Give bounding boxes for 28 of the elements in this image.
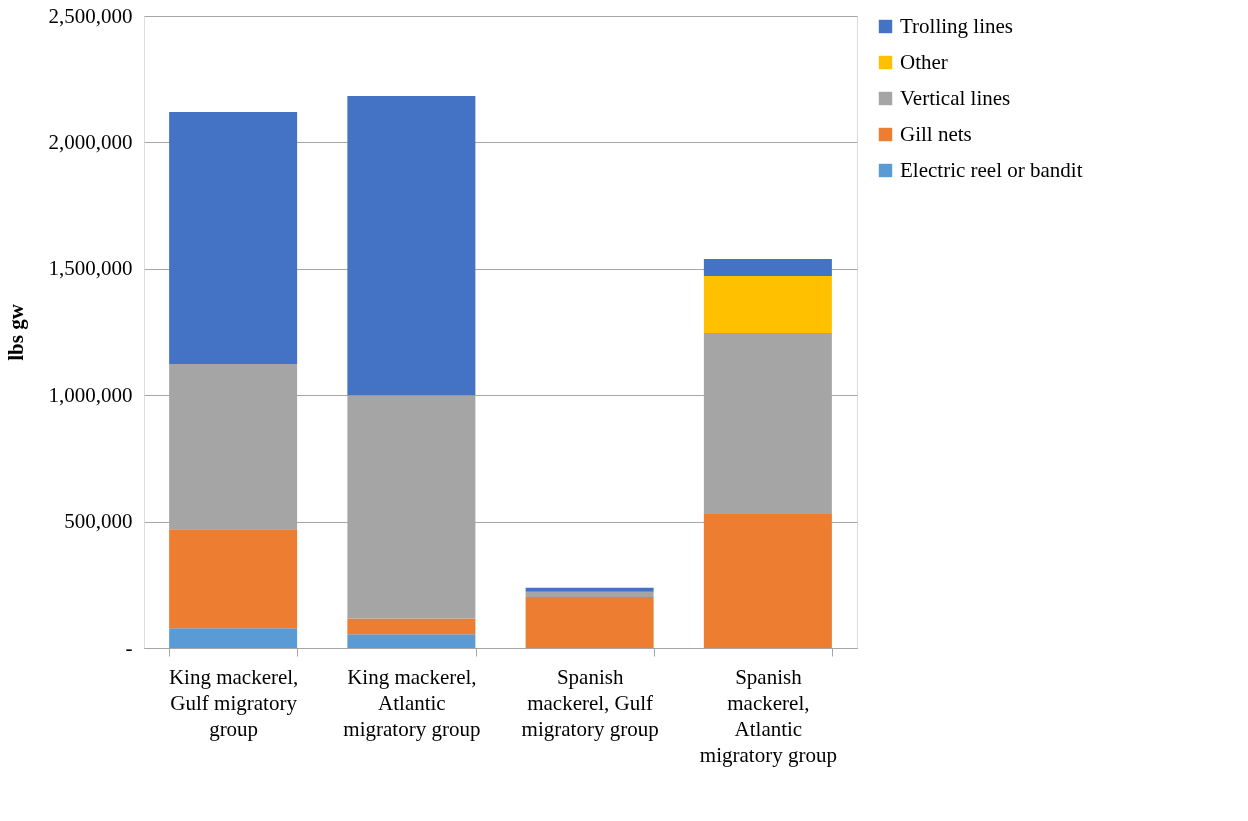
bar [703, 514, 832, 648]
x-tick-label: King mackerel, Atlantic migratory group [343, 664, 481, 741]
y-tick-label: - [125, 635, 133, 660]
bar [525, 591, 654, 597]
legend-label: Gill nets [900, 121, 972, 146]
y-tick-label: 2,500,000 [48, 3, 133, 28]
bar [347, 634, 476, 648]
bar [703, 258, 832, 276]
y-tick-label: 1,000,000 [48, 382, 133, 407]
bar [525, 596, 654, 648]
bar [703, 275, 832, 334]
bar [347, 95, 476, 396]
bar [169, 628, 298, 648]
y-tick-label: 1,500,000 [48, 256, 133, 281]
x-tick-label: King mackerel, Gulf migratory group [168, 664, 299, 741]
x-tick-label: Spanish mackerel, Atlantic migratory group [699, 664, 837, 767]
legend-label: Electric reel or bandit [900, 157, 1083, 182]
bar [347, 618, 476, 635]
legend-label: Other [900, 49, 948, 74]
x-tick-label: Spanish mackerel, Gulf migratory group [521, 664, 659, 741]
legend-label: Vertical lines [900, 85, 1011, 110]
y-tick-label: 2,000,000 [48, 129, 133, 154]
y-axis-title: lbs gw [3, 303, 28, 361]
bar [169, 529, 298, 629]
legend-label: Trolling lines [900, 13, 1013, 38]
bar [525, 587, 654, 592]
bar [169, 112, 298, 365]
y-tick-label: 500,000 [64, 509, 133, 534]
